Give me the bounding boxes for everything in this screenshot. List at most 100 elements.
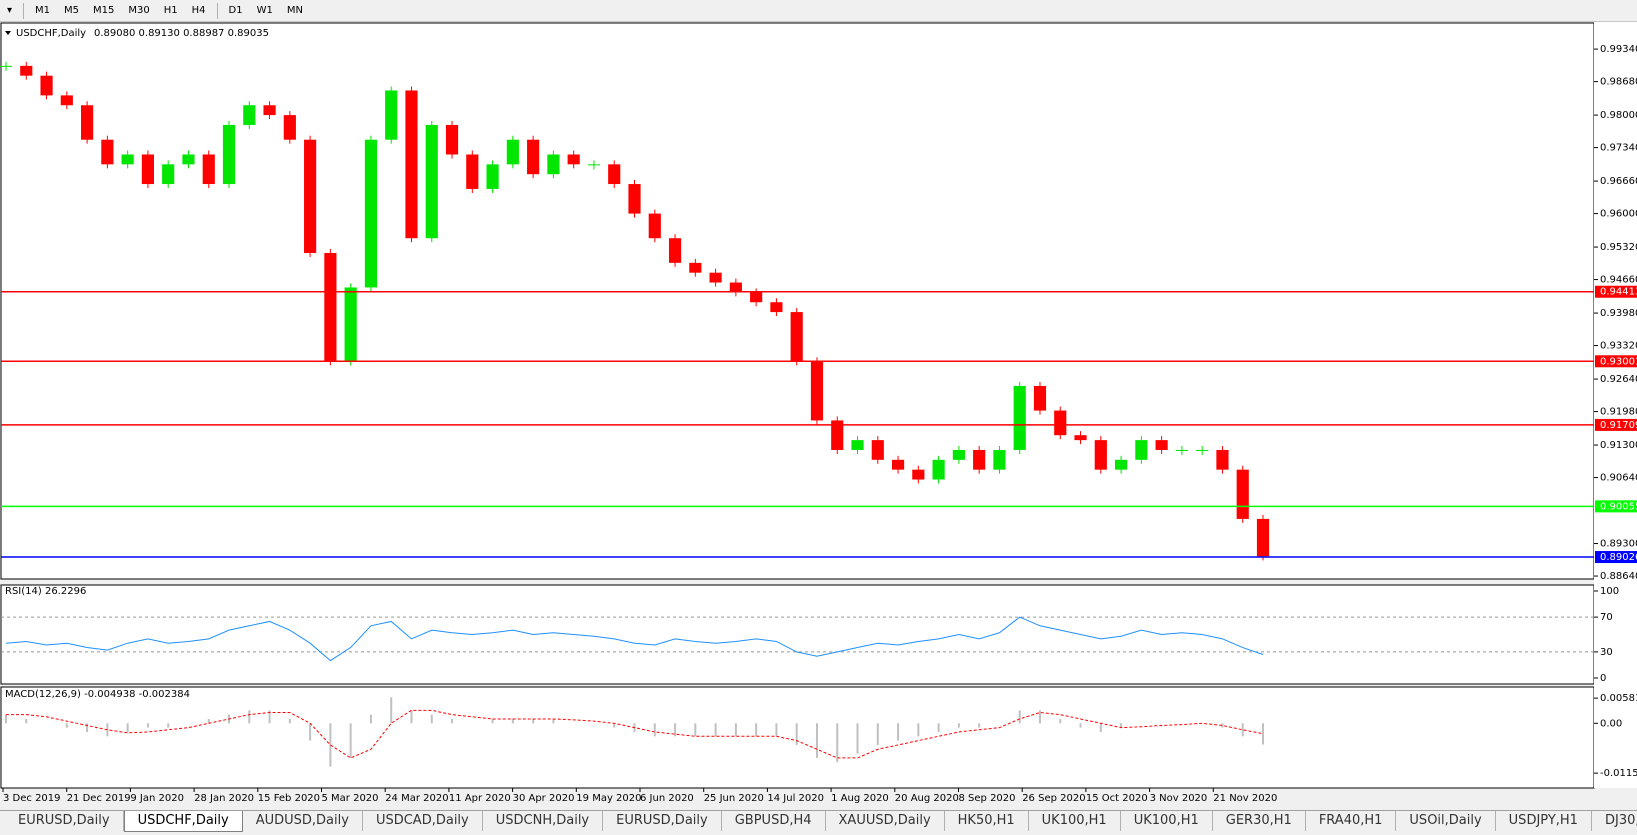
chart-tab[interactable]: UK100,H1 bbox=[1121, 811, 1213, 831]
timeframe-button[interactable]: M15 bbox=[93, 5, 115, 16]
chart-tab[interactable]: FRA40,H1 bbox=[1306, 811, 1397, 831]
chart-tab[interactable]: DJ30,Daily bbox=[1592, 811, 1637, 831]
level-label-bg bbox=[1595, 418, 1637, 431]
x-tick-label: 3 Nov 2020 bbox=[1150, 793, 1208, 804]
level-label: 0.89026 bbox=[1600, 552, 1637, 563]
chart-tab[interactable]: USDJPY,H1 bbox=[1496, 811, 1592, 831]
candle bbox=[283, 115, 296, 140]
chart-tab[interactable]: AUDUSD,Daily bbox=[243, 811, 363, 831]
candle bbox=[486, 164, 499, 189]
level-label: 0.91709 bbox=[1600, 420, 1637, 431]
candle bbox=[689, 262, 702, 273]
timeframe-button[interactable]: M5 bbox=[64, 5, 80, 16]
candle bbox=[364, 139, 378, 288]
timeframe-toolbar: ▾ M1 M5 M15 M30 H1 H4 D1 W1 MN bbox=[0, 0, 1637, 22]
chart-tab[interactable]: UK100,H1 bbox=[1029, 811, 1121, 831]
chart-tab[interactable]: USDCHF,Daily bbox=[123, 811, 243, 832]
separator bbox=[23, 2, 25, 19]
x-tick-label: 28 Jan 2020 bbox=[194, 793, 254, 804]
candle bbox=[60, 95, 73, 106]
y-tick-label: 30 bbox=[1600, 647, 1613, 658]
candle bbox=[952, 449, 965, 460]
pane-frame bbox=[0, 22, 1595, 580]
x-tick-label: 15 Oct 2020 bbox=[1086, 793, 1148, 804]
candle bbox=[932, 459, 945, 480]
candle bbox=[1033, 385, 1047, 411]
x-tick-label: 1 Aug 2020 bbox=[831, 793, 889, 804]
candle bbox=[405, 90, 418, 239]
x-tick-label: 21 Nov 2020 bbox=[1213, 793, 1277, 804]
y-tick-label: 100 bbox=[1600, 586, 1619, 597]
chart-tab[interactable]: XAUUSD,Daily bbox=[826, 811, 945, 831]
chart-tabs: EURUSD,Daily USDCHF,Daily AUDUSD,Daily USDC… bbox=[0, 810, 1637, 835]
level-label: 0.94413 bbox=[1600, 287, 1637, 298]
candle bbox=[1256, 518, 1270, 557]
menu-arrow[interactable]: ▾ bbox=[7, 5, 13, 16]
candle bbox=[1054, 410, 1067, 436]
candle bbox=[547, 154, 560, 175]
candle bbox=[202, 154, 215, 185]
candle bbox=[1013, 385, 1026, 450]
candle bbox=[648, 213, 661, 239]
candle bbox=[385, 90, 398, 140]
candle bbox=[709, 272, 722, 283]
candle bbox=[1135, 440, 1148, 460]
timeframe-button[interactable]: M1 bbox=[35, 5, 51, 16]
candle bbox=[1074, 435, 1087, 441]
candle bbox=[121, 154, 134, 165]
candle bbox=[1114, 459, 1128, 470]
timeframe-button[interactable]: W1 bbox=[256, 5, 273, 16]
timeframe-button[interactable]: MN bbox=[286, 5, 303, 16]
timeframe-button[interactable]: H1 bbox=[163, 5, 178, 16]
chart-tab[interactable]: HK50,H1 bbox=[945, 811, 1029, 831]
candle bbox=[1175, 449, 1188, 451]
y-tick-label: 0.00 bbox=[1600, 718, 1622, 729]
x-tick-label: 6 Jun 2020 bbox=[640, 793, 694, 804]
candle bbox=[40, 75, 53, 96]
chart-tab[interactable]: USDCAD,Daily bbox=[363, 811, 483, 831]
candle bbox=[20, 65, 33, 76]
candle bbox=[1216, 449, 1229, 470]
pane-frame bbox=[0, 584, 1595, 685]
level-label-bg bbox=[1595, 551, 1637, 564]
chart-tab[interactable]: EURUSD,Daily bbox=[603, 811, 722, 831]
chart-tab[interactable]: USOil,Daily bbox=[1396, 811, 1496, 831]
level-label-bg bbox=[1595, 500, 1637, 513]
candle bbox=[750, 292, 763, 303]
candle bbox=[141, 154, 155, 185]
x-tick-label: 8 Sep 2020 bbox=[959, 793, 1016, 804]
x-tick-label: 14 Jul 2020 bbox=[767, 793, 824, 804]
chart-tab[interactable]: USDCNH,Daily bbox=[483, 811, 604, 831]
timeframe-button[interactable]: M30 bbox=[128, 5, 150, 16]
candle bbox=[222, 124, 236, 185]
candle bbox=[162, 164, 175, 185]
x-tick-label: 26 Sep 2020 bbox=[1022, 793, 1085, 804]
chart-tab[interactable]: EURUSD,Daily bbox=[5, 811, 124, 831]
chart-tab[interactable]: GBPUSD,H4 bbox=[722, 811, 826, 831]
y-tick-label: -0.011514 bbox=[1600, 768, 1637, 779]
candle bbox=[324, 252, 337, 362]
timeframe-button[interactable]: H4 bbox=[191, 5, 206, 16]
timeframe-button[interactable]: D1 bbox=[228, 5, 243, 16]
level-label: 0.90055 bbox=[1600, 501, 1637, 512]
candle bbox=[608, 164, 621, 185]
candle bbox=[1094, 440, 1107, 470]
candle bbox=[790, 312, 803, 362]
price-axis bbox=[1594, 22, 1637, 788]
x-tick-label: 3 Dec 2019 bbox=[3, 793, 61, 804]
candle bbox=[1155, 440, 1168, 450]
y-tick-label: 70 bbox=[1600, 612, 1613, 623]
chart-tab[interactable]: GER30,H1 bbox=[1213, 811, 1306, 831]
candle bbox=[182, 154, 195, 165]
